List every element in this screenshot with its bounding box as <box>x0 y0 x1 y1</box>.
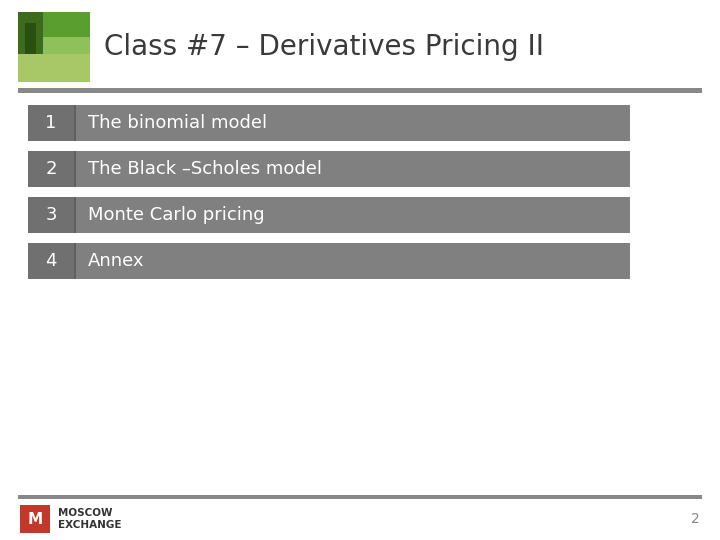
Bar <box>74 151 76 187</box>
Text: EXCHANGE: EXCHANGE <box>58 520 122 530</box>
Bar <box>43 12 90 37</box>
Text: 3: 3 <box>45 206 57 224</box>
Bar <box>74 197 76 233</box>
Bar <box>18 54 90 82</box>
Bar <box>28 197 74 233</box>
Bar <box>28 197 630 233</box>
Text: Class #7 – Derivatives Pricing II: Class #7 – Derivatives Pricing II <box>104 33 544 61</box>
Bar <box>18 12 43 54</box>
Text: The Black –Scholes model: The Black –Scholes model <box>88 160 322 178</box>
Bar <box>20 505 50 533</box>
Bar <box>28 151 74 187</box>
Text: 4: 4 <box>45 252 57 270</box>
Text: MOSCOW: MOSCOW <box>58 508 112 518</box>
Bar <box>74 243 76 279</box>
Text: 1: 1 <box>45 114 57 132</box>
Bar <box>25 23 36 54</box>
Bar <box>28 105 630 141</box>
Bar <box>28 243 74 279</box>
Text: Annex: Annex <box>88 252 145 270</box>
Text: M: M <box>27 511 42 526</box>
Bar <box>18 495 702 499</box>
Bar <box>18 12 90 82</box>
Text: 2: 2 <box>45 160 57 178</box>
Bar <box>28 243 630 279</box>
Text: The binomial model: The binomial model <box>88 114 267 132</box>
Text: 2: 2 <box>691 512 700 526</box>
Bar <box>28 151 630 187</box>
Text: Monte Carlo pricing: Monte Carlo pricing <box>88 206 265 224</box>
Bar <box>28 105 74 141</box>
Bar <box>74 105 76 141</box>
Bar <box>18 88 702 93</box>
